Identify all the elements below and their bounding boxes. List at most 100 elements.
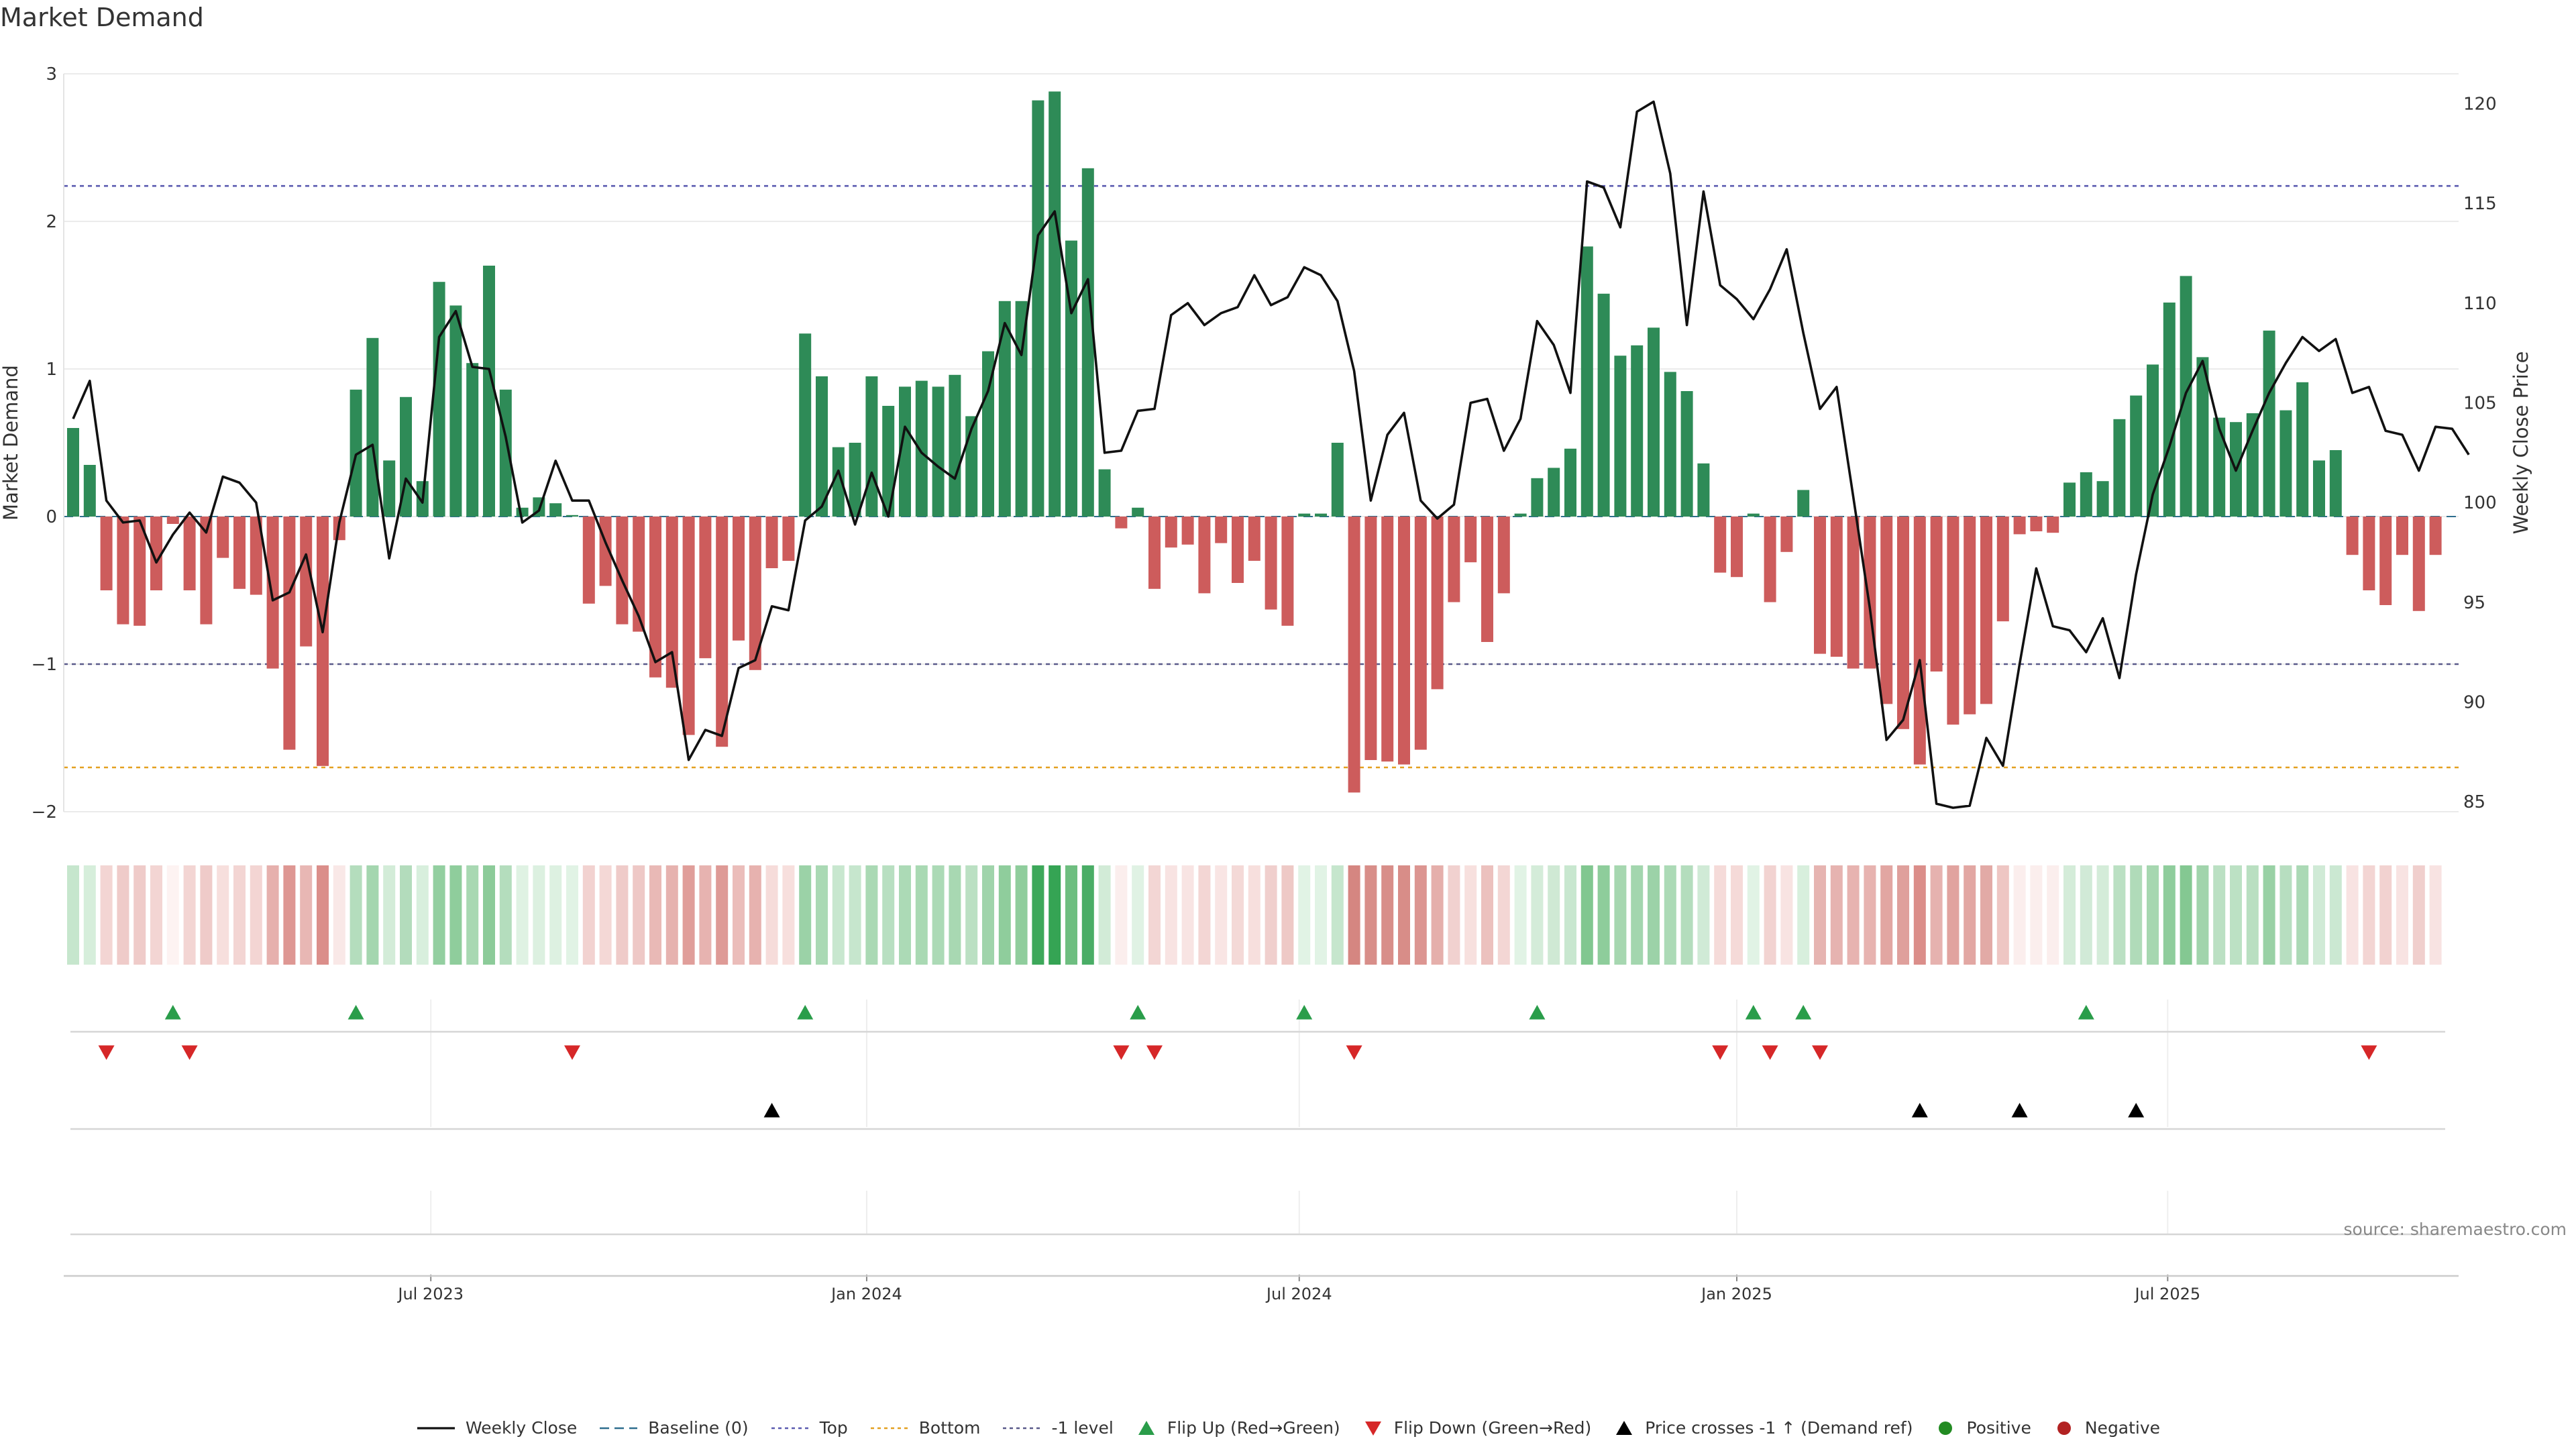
heat-cell	[1897, 865, 1909, 965]
heat-cell	[449, 865, 462, 965]
demand-bar	[2096, 481, 2109, 517]
heat-cell	[765, 865, 778, 965]
heat-cell	[533, 865, 545, 965]
heat-cell	[1364, 865, 1377, 965]
demand-bar	[882, 406, 895, 517]
y2-tick-label: 115	[2463, 194, 2497, 214]
demand-bar	[300, 517, 313, 647]
y2-tick-label: 95	[2463, 593, 2485, 613]
heat-cell	[1964, 865, 1976, 965]
heat-cell	[83, 865, 96, 965]
heat-cell	[1098, 865, 1111, 965]
heat-cell	[1747, 865, 1760, 965]
heat-cell	[2096, 865, 2109, 965]
heat-cell	[682, 865, 695, 965]
flip-down-marker	[1762, 1045, 1778, 1060]
demand-bar	[1364, 517, 1377, 760]
demand-bar	[649, 517, 661, 678]
heat-cell	[117, 865, 129, 965]
heat-cell	[300, 865, 313, 965]
demand-bar	[400, 396, 412, 517]
heat-cell	[2180, 865, 2192, 965]
demand-bar	[150, 517, 162, 590]
demand-bar	[1897, 517, 1909, 729]
heat-cell	[582, 865, 595, 965]
demand-bar	[366, 337, 379, 517]
demand-bar	[83, 465, 96, 517]
heat-cell	[1947, 865, 1960, 965]
demand-bar	[716, 517, 729, 747]
demand-bar	[1315, 513, 1327, 517]
demand-bar	[1232, 517, 1244, 583]
demand-bar	[2196, 357, 2209, 517]
heat-cell	[1664, 865, 1676, 965]
demand-bar	[899, 386, 911, 517]
y-tick-label: −1	[32, 655, 57, 675]
demand-bar	[1098, 469, 1111, 517]
legend-swatch	[1364, 1421, 1381, 1436]
heat-cell	[832, 865, 845, 965]
heat-cell	[67, 865, 79, 965]
demand-bar	[100, 517, 113, 590]
demand-bar	[183, 517, 196, 590]
demand-bar	[832, 447, 845, 517]
heat-cell	[2279, 865, 2292, 965]
demand-bar	[2147, 364, 2159, 517]
x-tick-label: Jan 2024	[830, 1285, 902, 1303]
demand-bar	[1548, 468, 1560, 517]
demand-bar	[799, 333, 812, 517]
heat-cell	[716, 865, 729, 965]
heat-cell	[2130, 865, 2143, 965]
demand-bar	[1398, 517, 1410, 765]
legend-swatch	[1939, 1421, 1953, 1435]
heat-cell	[1830, 865, 1843, 965]
demand-bar	[682, 517, 695, 735]
legend-label: Price crosses -1 ↑ (Demand ref)	[1645, 1418, 1913, 1438]
heat-cell	[882, 865, 895, 965]
heat-cell	[516, 865, 529, 965]
demand-bar	[633, 517, 645, 632]
demand-bar	[1913, 517, 1926, 765]
y2-tick-label: 90	[2463, 692, 2485, 712]
heat-cell	[1514, 865, 1527, 965]
heat-cell	[1764, 865, 1776, 965]
demand-bar	[2363, 517, 2375, 590]
demand-bar	[283, 517, 296, 750]
heat-cell	[1198, 865, 1211, 965]
demand-bar	[2296, 382, 2309, 517]
heat-cell	[1597, 865, 1610, 965]
heat-cell	[665, 865, 678, 965]
price-cross-marker	[1911, 1103, 1928, 1118]
heat-cell	[1015, 865, 1028, 965]
demand-bar	[1764, 517, 1776, 602]
demand-bar	[1964, 517, 1976, 714]
heat-cell	[466, 865, 479, 965]
y2-axis-label: Weekly Close Price	[2510, 352, 2532, 535]
demand-bar	[2263, 330, 2275, 517]
heat-cell	[333, 865, 345, 965]
heat-cell	[1081, 865, 1094, 965]
flip-up-marker	[1529, 1005, 1546, 1020]
y2-tick-label: 110	[2463, 294, 2497, 314]
demand-bar	[1680, 391, 1693, 517]
heat-cell	[1631, 865, 1644, 965]
legend-label: Flip Up (Red→Green)	[1167, 1418, 1340, 1438]
legend-swatch	[600, 1427, 638, 1429]
heat-cell	[616, 865, 629, 965]
heat-cell	[932, 865, 945, 965]
y-tick-label: 0	[46, 507, 57, 527]
heat-cell	[915, 865, 928, 965]
heat-cell	[1814, 865, 1826, 965]
legend-item: Flip Up (Red→Green)	[1135, 1418, 1340, 1438]
heat-cell	[1232, 865, 1244, 965]
x-tick-label: Jul 2025	[2133, 1285, 2200, 1303]
demand-bar	[865, 376, 878, 517]
demand-bar	[1664, 372, 1676, 517]
heat-cell	[1714, 865, 1727, 965]
demand-bar	[1281, 517, 1294, 626]
demand-bar	[1947, 517, 1960, 725]
legend-item: Negative	[2053, 1418, 2160, 1438]
demand-bar	[1697, 463, 1710, 517]
demand-bar	[1115, 517, 1128, 529]
